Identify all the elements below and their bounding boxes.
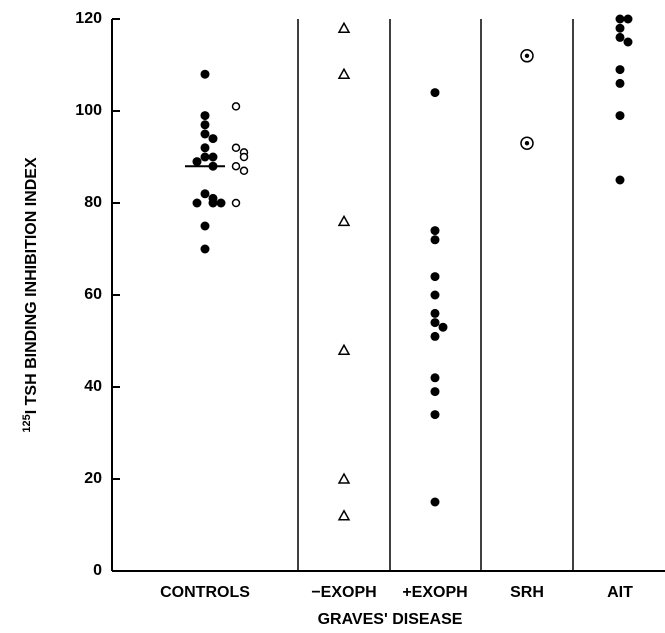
dot — [615, 175, 625, 185]
dot — [430, 308, 440, 318]
dot — [430, 290, 440, 300]
target-center — [524, 53, 530, 58]
group-label: GRAVES' DISEASE — [318, 611, 463, 628]
target — [520, 49, 534, 63]
y-tick-label: 20 — [84, 470, 102, 487]
dot — [200, 129, 210, 139]
open-dot — [231, 161, 241, 171]
dot — [208, 134, 218, 144]
dot — [200, 120, 210, 130]
dot — [200, 69, 210, 79]
y-tick-label: 40 — [84, 378, 102, 395]
dot — [430, 387, 440, 397]
dot — [200, 244, 210, 254]
dot — [430, 331, 440, 341]
open-dot — [231, 102, 241, 111]
y-tick-label: 120 — [75, 10, 102, 27]
triangle — [337, 214, 351, 227]
dot — [623, 37, 633, 47]
y-tick-label: 60 — [84, 286, 102, 303]
dot — [430, 410, 440, 420]
dot — [192, 198, 202, 208]
dot — [200, 189, 210, 199]
y-axis-label-sup: 125 — [21, 414, 33, 432]
y-axis-label-main: I TSH BINDING INHIBITION INDEX — [23, 157, 40, 414]
dot — [208, 198, 218, 208]
x-tick-label: AIT — [607, 584, 633, 601]
dot — [200, 111, 210, 121]
x-tick-label: +EXOPH — [402, 584, 467, 601]
open-dot — [231, 143, 241, 153]
target — [520, 136, 534, 150]
dot — [438, 322, 448, 332]
dot — [200, 152, 210, 162]
dot — [200, 143, 210, 153]
dot — [216, 198, 226, 208]
dot — [615, 111, 625, 121]
dot — [615, 23, 625, 33]
y-tick-label: 0 — [93, 562, 102, 579]
triangle — [337, 509, 351, 521]
open-dot — [239, 152, 249, 162]
y-tick-label: 100 — [75, 102, 102, 119]
triangle — [337, 67, 351, 79]
target-center — [524, 141, 530, 146]
dot — [430, 235, 440, 245]
x-tick-label: SRH — [510, 584, 544, 601]
y-axis-label: 125I TSH BINDING INHIBITION INDEX — [21, 157, 40, 433]
dot — [615, 14, 625, 24]
dot — [200, 221, 210, 231]
y-tick-label: 80 — [84, 194, 102, 211]
dot — [430, 373, 440, 383]
open-dot — [231, 198, 241, 208]
dot — [430, 272, 440, 282]
triangle — [337, 343, 351, 355]
dot — [430, 88, 440, 98]
dot — [192, 157, 202, 167]
x-tick-label: −EXOPH — [311, 584, 376, 601]
triangle — [337, 21, 351, 33]
dot — [615, 32, 625, 42]
dot — [615, 65, 625, 75]
dot — [430, 226, 440, 236]
x-tick-label: CONTROLS — [160, 584, 250, 601]
open-dot — [239, 166, 249, 176]
dot — [208, 152, 218, 162]
triangle — [337, 472, 351, 484]
dot — [623, 14, 633, 24]
dot — [615, 78, 625, 88]
dot — [430, 318, 440, 328]
dot — [208, 161, 218, 171]
dot — [430, 497, 440, 507]
